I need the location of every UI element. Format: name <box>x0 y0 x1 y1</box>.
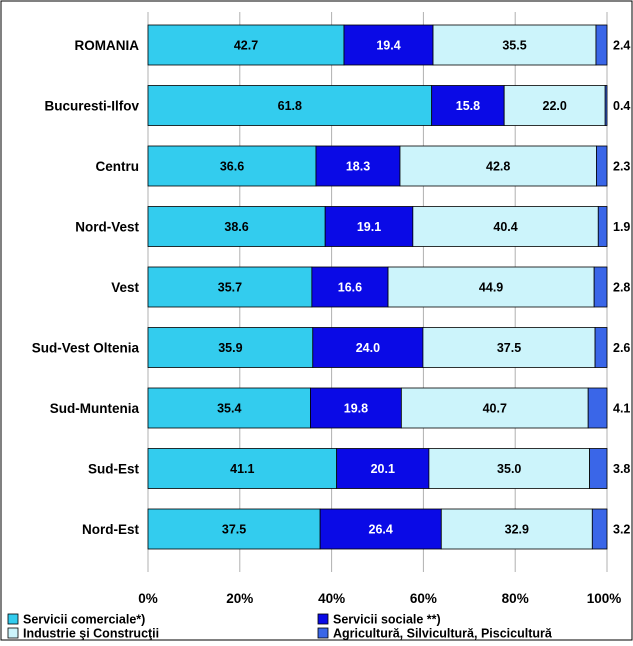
legend-label: Servicii sociale **) <box>333 613 441 627</box>
bar-segment <box>597 206 608 247</box>
data-label: 15.8 <box>456 99 480 113</box>
data-label: 32.9 <box>505 523 529 537</box>
data-label: 3.8 <box>613 462 630 476</box>
data-label: 2.8 <box>613 281 630 295</box>
legend-label: Industrie şi Construcţii <box>23 627 159 641</box>
bar-segment <box>147 327 314 368</box>
category-label: Bucuresti-Ilfov <box>44 99 139 114</box>
x-tick-label: 0% <box>138 591 158 606</box>
data-label: 35.5 <box>502 39 526 53</box>
data-label: 18.3 <box>346 160 370 174</box>
bar-segment <box>315 145 401 187</box>
data-label: 44.9 <box>479 281 503 295</box>
data-label: 22.0 <box>543 99 567 113</box>
data-label: 40.4 <box>493 220 517 234</box>
x-tick-label: 60% <box>410 591 437 606</box>
data-label: 19.8 <box>344 402 368 416</box>
data-label: 40.7 <box>483 402 507 416</box>
data-label: 36.6 <box>220 160 244 174</box>
category-label: ROMANIA <box>75 38 140 53</box>
x-tick-label: 40% <box>318 591 345 606</box>
data-label: 16.6 <box>338 281 362 295</box>
category-label: Nord-Est <box>82 522 140 537</box>
category-labels: ROMANIA Bucuresti-Ilfov Centru Nord-Vest Ves… <box>32 38 140 537</box>
data-label: 37.5 <box>222 523 246 537</box>
bar-segment <box>147 266 313 308</box>
data-label: 2.6 <box>613 341 630 355</box>
bar-segment <box>399 145 597 187</box>
data-label: 35.0 <box>497 462 521 476</box>
legend-label: Agricultură, Silvicultură, Piscicultură <box>333 627 553 641</box>
data-label: 4.1 <box>613 402 630 416</box>
category-label: Sud-Muntenia <box>50 401 140 416</box>
data-label: 1.9 <box>613 220 630 234</box>
legend-label: Servicii comerciale*) <box>23 613 145 627</box>
bar-segment <box>336 448 430 489</box>
data-label: 0.4 <box>613 99 630 113</box>
bar-segment <box>310 387 402 429</box>
bar-segment <box>147 85 433 126</box>
x-tick-labels: 0% 20% 40% 60% 80% 100% <box>138 591 621 606</box>
legend-swatch <box>7 627 19 639</box>
data-label: 2.4 <box>613 39 630 53</box>
bar-segment <box>312 327 424 368</box>
category-label: Nord-Vest <box>75 220 139 235</box>
data-label: 61.8 <box>278 99 302 113</box>
bar-segment <box>147 448 338 489</box>
data-label: 24.0 <box>356 341 380 355</box>
data-label: 2.3 <box>613 160 630 174</box>
bar-segment <box>604 85 608 126</box>
category-label: Centru <box>96 159 140 174</box>
data-label: 37.5 <box>497 341 521 355</box>
bar-segment <box>591 508 608 550</box>
bar-segment <box>503 85 606 126</box>
data-label: 20.1 <box>371 462 395 476</box>
bar-segment <box>147 206 326 247</box>
bar-segment <box>431 85 505 126</box>
data-label: 35.7 <box>218 281 242 295</box>
x-tick-label: 100% <box>587 591 622 606</box>
category-label: Sud-Vest Oltenia <box>32 341 140 356</box>
data-label: 35.9 <box>218 341 242 355</box>
category-label: Sud-Est <box>88 462 140 477</box>
bar-segment <box>594 327 608 368</box>
bar-segment <box>324 206 414 247</box>
bar-segment <box>432 24 597 66</box>
bar-segment <box>596 145 608 187</box>
data-label: 42.7 <box>234 39 258 53</box>
bar-segment <box>147 508 321 550</box>
bar-segment <box>440 508 593 550</box>
data-label: 3.2 <box>613 523 630 537</box>
data-label: 19.1 <box>357 220 381 234</box>
data-label: 35.4 <box>217 402 241 416</box>
bar-segment <box>147 145 317 187</box>
bar-segment <box>319 508 442 550</box>
data-label: 41.1 <box>230 462 254 476</box>
data-label: 19.4 <box>376 39 400 53</box>
legend: Servicii comerciale*) Servicii sociale **… <box>7 613 553 641</box>
bar-segment <box>587 387 608 429</box>
legend-swatch <box>317 613 329 625</box>
legend-swatch <box>7 613 19 625</box>
x-tick-label: 20% <box>226 591 253 606</box>
bar-segment <box>589 448 608 489</box>
legend-swatch <box>317 627 329 639</box>
bar-segment <box>595 24 608 66</box>
bar-segment <box>593 266 608 308</box>
x-tick-label: 80% <box>502 591 529 606</box>
bar-segment <box>412 206 599 247</box>
data-label: 38.6 <box>224 220 248 234</box>
category-label: Vest <box>111 280 139 295</box>
data-label: 42.8 <box>486 160 510 174</box>
data-label: 26.4 <box>369 523 393 537</box>
bars: 42.7 19.4 35.5 2.4 61.8 15.8 22.0 0.4 36.6 18.3 42… <box>147 24 630 550</box>
